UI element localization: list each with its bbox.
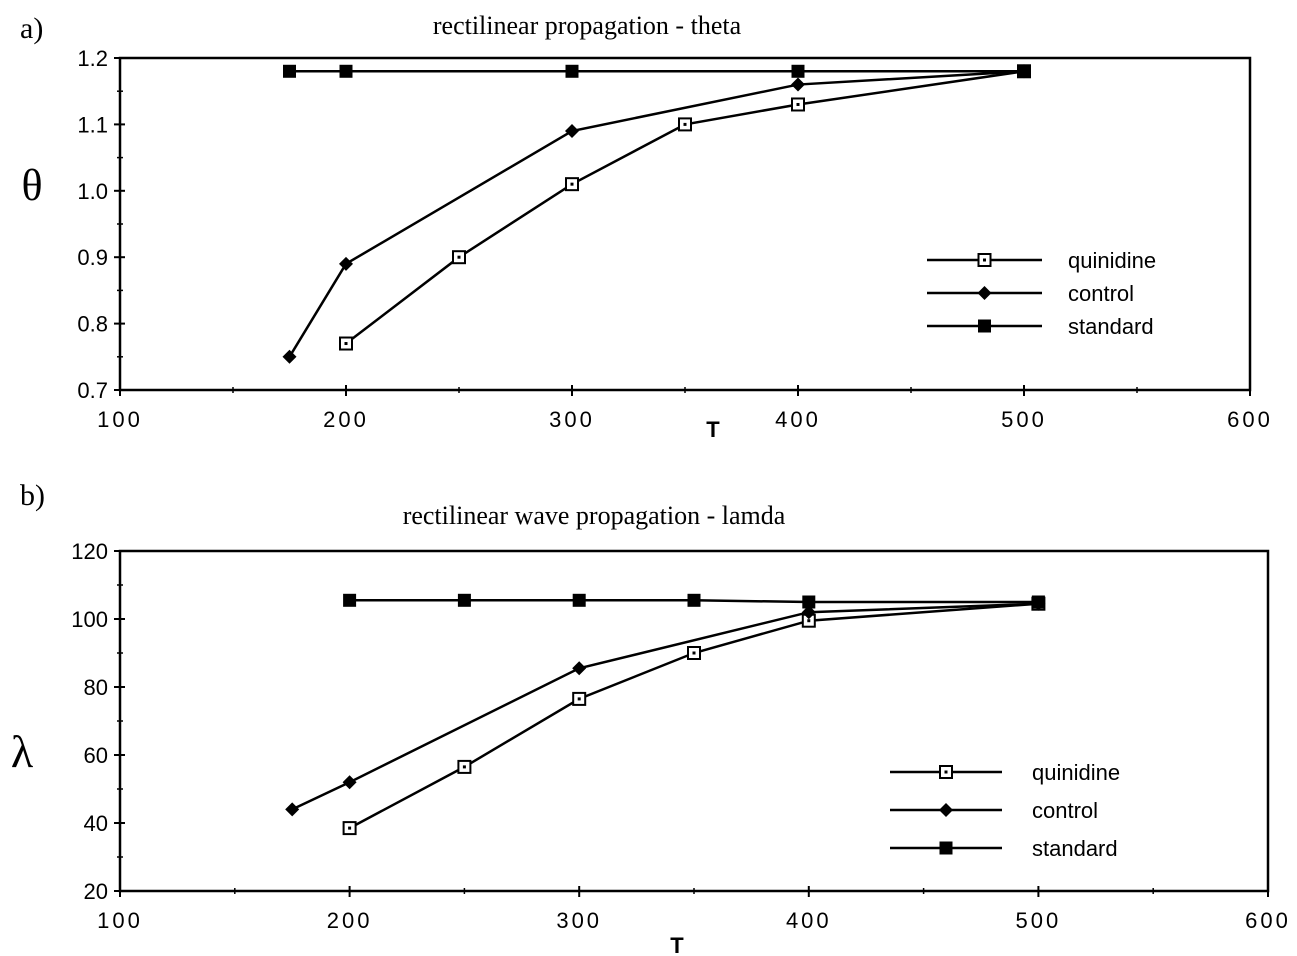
y-tick-label: 80 bbox=[84, 675, 108, 700]
legend-marker-standard bbox=[978, 319, 991, 333]
y-tick-label: 1.1 bbox=[77, 112, 108, 137]
legend: quinidine control standard bbox=[927, 248, 1156, 339]
x-axis-label: T bbox=[670, 933, 684, 956]
series-line-standard bbox=[349, 599, 1039, 604]
y-tick-label: 120 bbox=[71, 539, 108, 564]
legend-label-quinidine: quinidine bbox=[1032, 760, 1120, 785]
data-point-standard bbox=[457, 593, 471, 607]
panel-label: b) bbox=[20, 479, 45, 512]
data-point-quinidine-dot bbox=[570, 182, 574, 186]
series-line-quinidine bbox=[345, 70, 1025, 345]
y-tick-label: 60 bbox=[84, 743, 108, 768]
series-line-control bbox=[291, 602, 1039, 811]
data-point-standard bbox=[339, 64, 353, 78]
x-tick-label: 100 bbox=[97, 407, 143, 432]
x-tick-label: 400 bbox=[786, 908, 832, 933]
data-point-control bbox=[801, 605, 816, 620]
data-point-quinidine-dot bbox=[577, 697, 581, 701]
data-point-control bbox=[282, 349, 297, 364]
y-tick-label: 40 bbox=[84, 811, 108, 836]
legend-marker-quinidine-dot bbox=[983, 258, 986, 262]
data-point-quinidine-dot bbox=[457, 255, 461, 259]
series-line-quinidine bbox=[349, 602, 1039, 830]
legend-label-standard: standard bbox=[1032, 836, 1118, 861]
data-point-quinidine-dot bbox=[807, 619, 811, 623]
data-point-standard bbox=[572, 593, 586, 607]
legend-label-control: control bbox=[1032, 798, 1098, 823]
x-tick-label: 100 bbox=[97, 908, 143, 933]
chart-title: rectilinear propagation - theta bbox=[433, 11, 742, 40]
data-point-standard bbox=[343, 593, 357, 607]
data-point-quinidine-dot bbox=[796, 102, 800, 106]
data-point-standard bbox=[283, 64, 296, 78]
legend-marker-control bbox=[977, 286, 992, 300]
data-point-quinidine-dot bbox=[348, 826, 352, 830]
y-tick-label: 100 bbox=[71, 607, 108, 632]
y-tick-label: 20 bbox=[84, 879, 108, 904]
data-point-quinidine-dot bbox=[683, 122, 687, 126]
x-axis-label: T bbox=[706, 417, 720, 442]
data-point-control bbox=[565, 124, 579, 139]
y-tick-label: 0.9 bbox=[77, 245, 108, 270]
legend: quinidine control standard bbox=[890, 760, 1120, 861]
series-line-control bbox=[288, 70, 1025, 358]
data-point-standard bbox=[802, 595, 816, 609]
data-point-control bbox=[342, 775, 357, 790]
y-tick-label: 1.0 bbox=[77, 179, 108, 204]
x-tick-label: 200 bbox=[323, 407, 369, 432]
data-point-standard bbox=[565, 64, 579, 78]
y-tick-label: 1.2 bbox=[77, 46, 108, 71]
x-tick-label: 500 bbox=[1001, 407, 1047, 432]
legend-marker-standard bbox=[939, 841, 953, 855]
data-point-control bbox=[285, 802, 300, 817]
chart-panel-b: b) rectilinear wave propagation - lamda 20… bbox=[11, 479, 1291, 956]
data-point-standard bbox=[791, 64, 805, 78]
x-tick-label: 300 bbox=[556, 908, 602, 933]
y-tick-label: 0.7 bbox=[77, 378, 108, 403]
data-point-standard bbox=[1031, 595, 1045, 609]
data-point-quinidine-dot bbox=[462, 765, 466, 769]
x-tick-label: 400 bbox=[775, 407, 821, 432]
x-tick-label: 300 bbox=[549, 407, 595, 432]
x-tick-label: 600 bbox=[1245, 908, 1291, 933]
y-axis-label: θ bbox=[21, 161, 42, 210]
legend-marker-control bbox=[939, 803, 953, 817]
legend-label-quinidine: quinidine bbox=[1068, 248, 1156, 273]
chart-title: rectilinear wave propagation - lamda bbox=[403, 501, 786, 530]
y-tick-label: 0.8 bbox=[77, 312, 108, 337]
panel-label: a) bbox=[20, 12, 43, 45]
data-point-quinidine-dot bbox=[692, 651, 696, 655]
legend-label-control: control bbox=[1068, 281, 1134, 306]
x-tick-label: 600 bbox=[1227, 407, 1273, 432]
x-tick-label: 500 bbox=[1016, 908, 1062, 933]
y-axis-label: λ bbox=[11, 726, 34, 777]
data-point-standard bbox=[1017, 64, 1031, 78]
x-tick-label: 200 bbox=[327, 908, 373, 933]
data-point-control bbox=[339, 256, 353, 271]
data-point-control bbox=[791, 77, 805, 92]
legend-label-standard: standard bbox=[1068, 314, 1154, 339]
data-point-quinidine-dot bbox=[344, 342, 348, 346]
chart-panel-a: a) rectilinear propagation - theta 0.7 0.8 0… bbox=[20, 11, 1273, 442]
data-point-control bbox=[572, 661, 587, 676]
legend-marker-quinidine-dot bbox=[944, 770, 948, 774]
data-point-standard bbox=[687, 593, 701, 607]
